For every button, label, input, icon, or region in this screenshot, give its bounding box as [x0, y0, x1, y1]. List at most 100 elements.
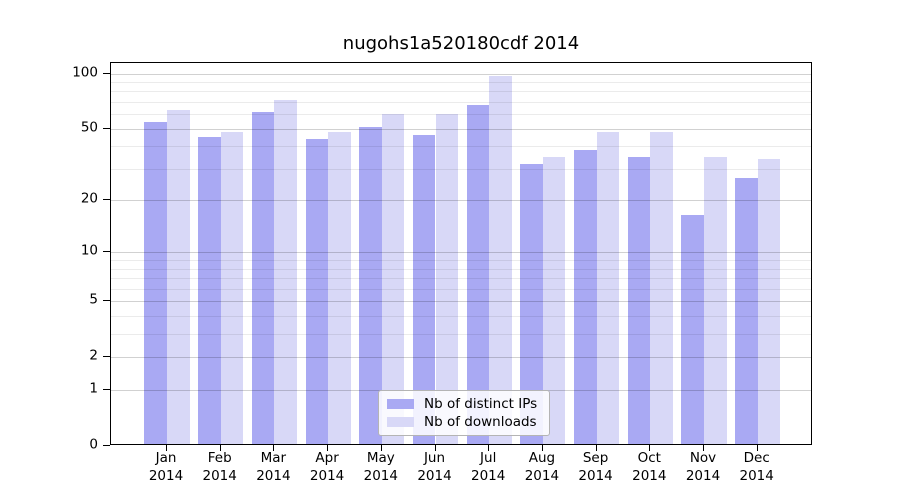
x-tick-label-jan: Jan 2014	[138, 450, 194, 485]
bar-downloads-dec	[757, 159, 781, 444]
bar-downloads-aug	[542, 157, 566, 444]
x-tick-label-nov: Nov 2014	[675, 450, 731, 485]
x-tick-mark-apr	[327, 445, 329, 451]
x-tick-year: 2014	[578, 467, 613, 484]
bar-distinct-ips-aug	[520, 164, 543, 444]
y-tick-label-10: 10	[80, 242, 98, 259]
gridline-50	[111, 128, 811, 130]
gridline-minor-60	[111, 114, 811, 116]
x-tick-year: 2014	[739, 467, 774, 484]
x-tick-year: 2014	[632, 467, 667, 484]
gridline-minor-90	[111, 81, 811, 83]
bar-distinct-ips-jun	[412, 134, 436, 444]
x-tick-year: 2014	[685, 467, 721, 484]
x-tick-label-feb: Feb 2014	[192, 450, 248, 485]
x-tick-mark-mar	[273, 445, 275, 451]
x-tick-mark-jul	[488, 445, 490, 451]
y-tick-mark-100	[103, 72, 110, 74]
legend-swatch-downloads-icon	[387, 417, 414, 428]
gridline-2	[111, 357, 811, 359]
x-tick-month: Jan	[155, 450, 177, 466]
x-tick-label-mar: Mar 2014	[245, 450, 301, 485]
bar-downloads-feb	[220, 131, 244, 444]
y-tick-label-0: 0	[89, 436, 98, 453]
x-tick-month: Nov	[689, 450, 717, 466]
bar-distinct-ips-apr	[305, 138, 329, 444]
x-tick-year: 2014	[148, 467, 184, 484]
y-tick-label-20: 20	[80, 190, 98, 207]
bar-distinct-ips-feb	[198, 136, 221, 444]
y-tick-label-50: 50	[80, 118, 98, 135]
x-tick-mark-oct	[649, 445, 651, 451]
y-tick-label-100: 100	[72, 63, 98, 80]
x-tick-month: Apr	[315, 450, 339, 466]
legend-swatch-distinct-ips-icon	[387, 398, 414, 409]
gridline-minor-40	[111, 146, 811, 148]
gridline-minor-8	[111, 268, 811, 270]
plot-area	[110, 62, 812, 445]
x-tick-year: 2014	[417, 467, 452, 484]
y-tick-mark-2	[103, 356, 110, 358]
gridline-20	[111, 200, 811, 202]
y-tick-mark-1	[103, 389, 110, 391]
bar-distinct-ips-dec	[735, 177, 758, 444]
bar-distinct-ips-nov	[681, 215, 704, 444]
x-tick-month: Sep	[582, 450, 609, 466]
x-tick-year: 2014	[256, 467, 291, 484]
y-tick-label-1: 1	[89, 380, 98, 397]
x-tick-year: 2014	[524, 467, 560, 484]
x-tick-month: Mar	[260, 450, 287, 466]
bar-downloads-sep	[596, 131, 620, 444]
legend-label-downloads: Nb of downloads	[424, 414, 537, 431]
x-tick-mark-jan	[166, 445, 167, 451]
y-tick-label-5: 5	[89, 291, 98, 308]
x-tick-mark-jun	[434, 445, 436, 451]
bar-downloads-oct	[650, 131, 673, 444]
y-tick-label-2: 2	[89, 347, 98, 364]
x-tick-year: 2014	[471, 467, 506, 484]
legend: Nb of distinct IPs Nb of downloads	[378, 390, 550, 436]
bar-distinct-ips-may	[359, 126, 382, 444]
legend-label-distinct-ips: Nb of distinct IPs	[424, 395, 538, 412]
gridline-minor-80	[111, 91, 811, 93]
bar-distinct-ips-jul	[466, 104, 490, 444]
legend-item-distinct-ips: Nb of distinct IPs	[387, 396, 541, 412]
bar-distinct-ips-mar	[251, 112, 275, 444]
gridline-minor-3	[111, 334, 811, 336]
gridline-minor-6	[111, 288, 811, 290]
bar-downloads-jul	[489, 76, 512, 444]
x-tick-label-apr: Apr 2014	[299, 450, 355, 485]
x-tick-year: 2014	[309, 467, 345, 484]
y-tick-mark-10	[103, 251, 110, 253]
y-tick-mark-5	[103, 300, 110, 302]
bar-distinct-ips-sep	[574, 150, 597, 444]
x-tick-mark-aug	[541, 445, 543, 451]
x-tick-month: Jun	[423, 450, 446, 466]
y-tick-mark-50	[103, 127, 110, 129]
bar-distinct-ips-jan	[144, 122, 167, 444]
gridline-100	[111, 73, 811, 75]
x-tick-label-oct: Oct 2014	[621, 450, 677, 485]
x-tick-mark-sep	[595, 445, 597, 451]
gridline-minor-30	[111, 168, 811, 170]
legend-item-downloads: Nb of downloads	[387, 414, 541, 430]
x-tick-year: 2014	[363, 467, 398, 484]
x-tick-label-dec: Dec 2014	[729, 450, 785, 485]
x-tick-month: Feb	[207, 450, 232, 466]
bar-downloads-may	[381, 113, 405, 444]
x-tick-label-may: May 2014	[353, 450, 409, 485]
gridline-10	[111, 252, 811, 254]
chart-title: nugohs1a520180cdf 2014	[342, 33, 580, 54]
y-tick-mark-20	[103, 199, 110, 201]
x-tick-month: Aug	[528, 450, 556, 466]
y-tick-mark-0	[103, 445, 110, 446]
x-tick-mark-may	[380, 445, 382, 451]
x-tick-mark-dec	[756, 445, 758, 451]
gridline-minor-4	[111, 316, 811, 318]
x-tick-mark-feb	[219, 445, 221, 451]
x-tick-year: 2014	[202, 467, 237, 484]
x-tick-mark-nov	[703, 445, 704, 451]
gridline-5	[111, 301, 811, 303]
bar-downloads-nov	[704, 157, 727, 444]
x-tick-month: Oct	[637, 450, 661, 466]
